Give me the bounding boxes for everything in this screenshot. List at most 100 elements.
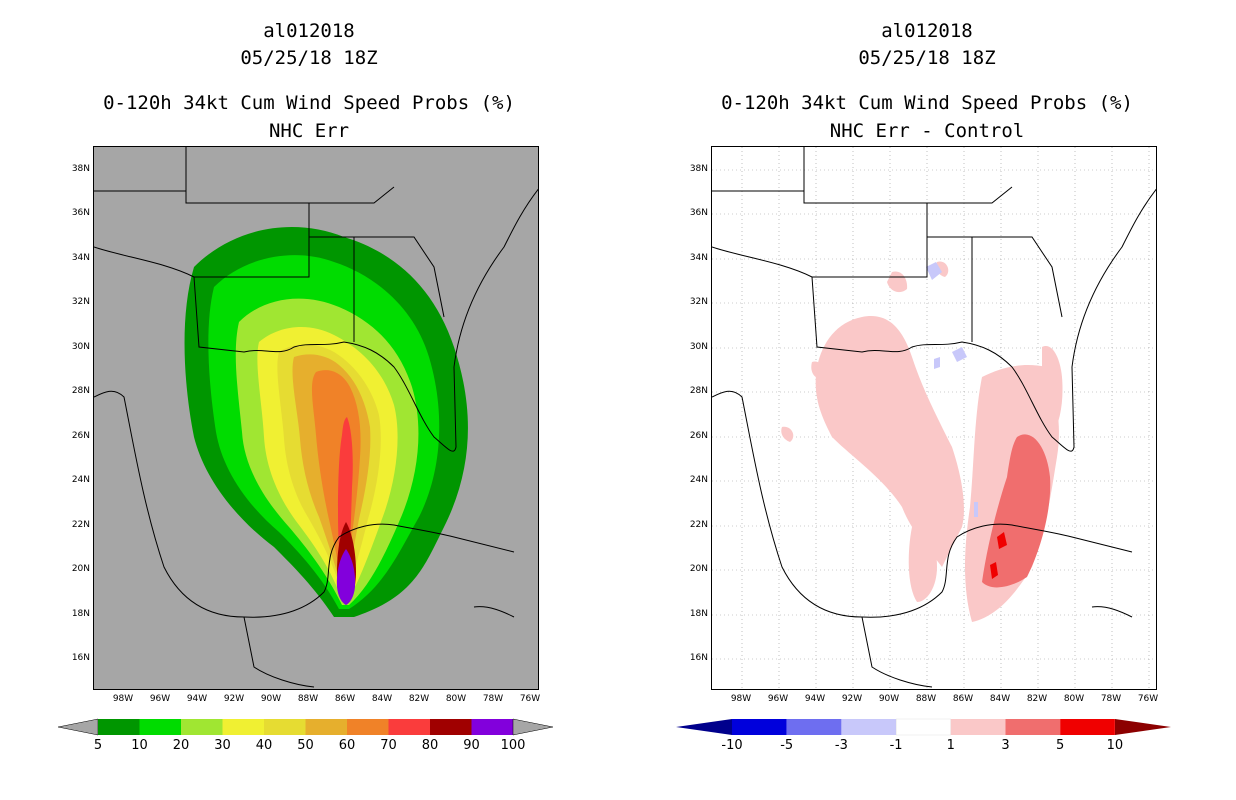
subtitle: NHC Err (268, 120, 350, 142)
colorbar-label: 70 (380, 738, 397, 753)
colorbar-swatch (388, 719, 430, 735)
colorbar-label: -5 (780, 738, 794, 753)
lat-label: 22N (71, 520, 90, 530)
colorbar-label: 40 (255, 738, 273, 753)
colorbar-swatch (786, 719, 842, 735)
colorbar-swatch (1060, 719, 1115, 735)
band-90 (336, 549, 356, 605)
lon-label: 84W (371, 694, 393, 704)
lat-label: 30N (689, 342, 708, 352)
lon-label: 80W (1063, 694, 1085, 704)
difference-colorbar (676, 716, 1171, 738)
colorbar-swatch (264, 719, 306, 735)
coastlines (94, 147, 538, 688)
lat-label: 34N (689, 253, 708, 263)
lon-label: 80W (445, 694, 467, 704)
colorbar-label: -10 (721, 738, 743, 753)
colorbar-arrow-right (1115, 719, 1171, 735)
colorbar-label: 50 (297, 738, 314, 753)
colorbar-label: 10 (1106, 738, 1124, 753)
lon-label: 76W (519, 694, 541, 704)
lat-label: 32N (71, 297, 90, 307)
lat-label: 32N (689, 297, 708, 307)
lon-label: 96W (767, 694, 789, 704)
right-panel: al012018 05/25/18 18Z 0-120h 34kt Cum Wi… (618, 0, 1236, 800)
lon-label: 88W (915, 694, 937, 704)
colorbar-arrow-left (58, 718, 99, 736)
lat-label: 34N (71, 253, 90, 263)
coastlines (712, 147, 1156, 688)
probability-contours (94, 147, 538, 688)
lat-label: 18N (689, 609, 708, 619)
lat-label: 38N (71, 164, 90, 174)
difference-contours (712, 147, 1156, 689)
colorbar-label: -1 (889, 738, 903, 753)
subtitle: NHC Err - Control (829, 120, 1025, 142)
colorbar-label: 80 (421, 738, 439, 753)
colorbar-swatch (732, 719, 787, 735)
lat-label: 24N (689, 475, 708, 485)
lat-label: 28N (71, 386, 90, 396)
colorbar-swatch (305, 719, 347, 735)
lon-label: 92W (223, 694, 245, 704)
lat-label: 26N (689, 431, 708, 441)
colorbar-label: 1 (946, 738, 955, 753)
lat-label: 22N (689, 520, 708, 530)
colorbar-label: 60 (338, 738, 356, 753)
lon-label: 98W (112, 694, 134, 704)
lat-label: 26N (71, 431, 90, 441)
lon-label: 76W (1137, 694, 1159, 704)
lat-label: 16N (689, 653, 708, 663)
colorbar-label: 5 (93, 738, 103, 753)
lat-label: 20N (71, 564, 90, 574)
lat-label: 28N (689, 386, 708, 396)
product-title: 0-120h 34kt Cum Wind Speed Probs (%) (103, 92, 515, 114)
lon-label: 90W (878, 694, 900, 704)
lon-label: 78W (1100, 694, 1122, 704)
lat-label: 36N (689, 208, 708, 218)
colorbar-label: 90 (463, 738, 480, 753)
lon-label: 82W (408, 694, 430, 704)
colorbar-swatch (139, 719, 181, 735)
probability-colorbar (58, 716, 553, 738)
lon-label: 84W (989, 694, 1011, 704)
colorbar-arrow-right (512, 718, 553, 736)
storm-id-title: al012018 (881, 20, 973, 42)
diff-3to5 (982, 434, 1051, 588)
lon-label: 90W (260, 694, 282, 704)
colorbar-swatch (98, 719, 140, 735)
datetime-title: 05/25/18 18Z (240, 47, 378, 69)
colorbar-swatch (950, 719, 1006, 735)
lon-label: 88W (297, 694, 319, 704)
colorbar-swatch (181, 719, 223, 735)
colorbar-swatch (841, 719, 897, 735)
diff-5to10 (990, 532, 1007, 579)
lon-label: 82W (1026, 694, 1048, 704)
lon-label: 94W (186, 694, 208, 704)
lat-label: 24N (71, 475, 90, 485)
colorbar-swatch (471, 719, 513, 735)
lat-label: 36N (71, 208, 90, 218)
lon-label: 98W (730, 694, 752, 704)
colorbar-arrow-left (676, 719, 732, 735)
colorbar-swatch (347, 719, 389, 735)
storm-id-title: al012018 (263, 20, 355, 42)
probability-map (93, 146, 539, 690)
lat-label: 20N (689, 564, 708, 574)
colorbar-label: 30 (214, 738, 231, 753)
colorbar-swatch (895, 718, 951, 736)
lat-label: 30N (71, 342, 90, 352)
colorbar-label: -3 (834, 738, 848, 753)
lon-label: 78W (482, 694, 504, 704)
colorbar-label: 5 (1056, 738, 1065, 753)
lat-label: 38N (689, 164, 708, 174)
left-panel: al012018 05/25/18 18Z 0-120h 34kt Cum Wi… (58, 20, 553, 753)
colorbar-label: 3 (1001, 738, 1010, 753)
lat-label: 18N (71, 609, 90, 619)
datetime-title: 05/25/18 18Z (858, 47, 996, 69)
lon-label: 86W (952, 694, 974, 704)
lon-label: 94W (804, 694, 826, 704)
lon-label: 96W (149, 694, 171, 704)
colorbar-swatch (1005, 719, 1061, 735)
lat-label: 16N (71, 653, 90, 663)
